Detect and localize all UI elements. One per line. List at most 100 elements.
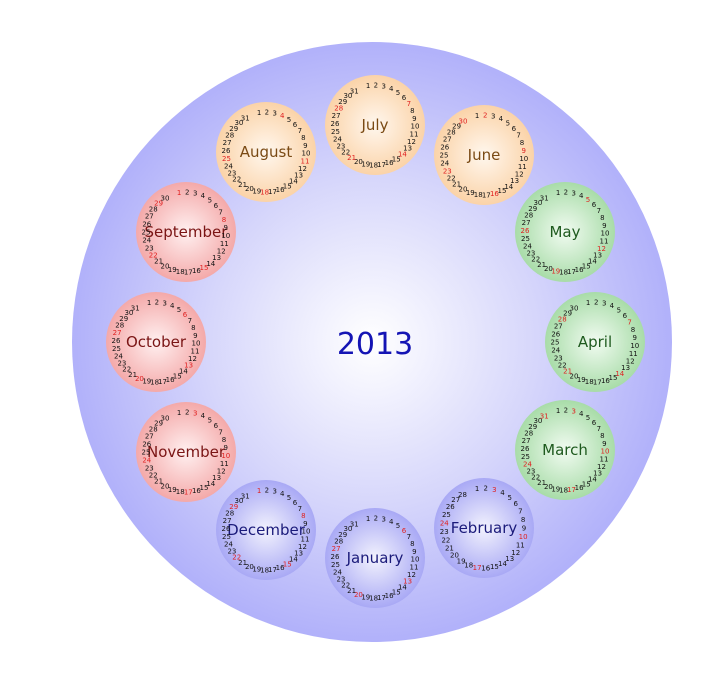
day-number: 11 <box>629 350 638 358</box>
day-number: 24 <box>440 160 449 168</box>
day-number: 29 <box>338 98 347 106</box>
day-number: 19 <box>361 593 370 601</box>
day-number: 19 <box>142 377 151 385</box>
day-number: 22 <box>531 256 540 264</box>
day-number: 22 <box>149 471 158 479</box>
day-number: 3 <box>272 488 276 496</box>
day-number: 21 <box>445 545 454 553</box>
day-number: 2 <box>265 109 269 117</box>
day-number: 30 <box>570 305 579 313</box>
day-number: 15 <box>392 588 401 596</box>
day-number: 30 <box>124 309 133 317</box>
day-number: 18 <box>260 189 269 197</box>
day-number: 9 <box>412 548 416 556</box>
day-number: 10 <box>411 123 420 131</box>
day-number: 24 <box>551 347 560 355</box>
day-number: 24 <box>333 135 342 143</box>
day-number: 3 <box>492 486 496 494</box>
day-number: 25 <box>112 345 121 353</box>
day-number: 15 <box>283 182 292 190</box>
day-number: 5 <box>208 416 212 424</box>
day-number: 23 <box>336 143 345 151</box>
day-number: 31 <box>241 114 250 122</box>
day-number: 30 <box>533 417 542 425</box>
day-number: 10 <box>192 340 201 348</box>
day-number: 25 <box>222 155 231 163</box>
day-number: 20 <box>161 263 170 271</box>
day-number: 4 <box>389 518 394 526</box>
day-number: 8 <box>222 216 226 224</box>
day-number: 15 <box>173 372 182 380</box>
day-number: 23 <box>554 354 563 362</box>
day-number: 21 <box>537 261 546 269</box>
day-number: 23 <box>526 468 535 476</box>
day-number: 8 <box>631 326 635 334</box>
day-number: 27 <box>145 213 154 221</box>
day-number: 1 <box>475 112 479 120</box>
day-number: 6 <box>513 500 518 508</box>
day-number: 10 <box>519 155 528 163</box>
day-number: 25 <box>521 235 530 243</box>
day-number: 2 <box>155 299 159 307</box>
day-number: 11 <box>301 157 310 165</box>
day-number: 19 <box>551 485 560 493</box>
day-number: 31 <box>350 87 359 95</box>
day-number: 7 <box>597 425 601 433</box>
day-number: 19 <box>168 486 177 494</box>
day-number: 20 <box>245 563 254 571</box>
day-number: 13 <box>294 550 303 558</box>
day-number: 5 <box>396 522 400 530</box>
day-number: 15 <box>392 155 401 163</box>
day-number: 12 <box>407 138 416 146</box>
day-number: 1 <box>257 487 261 495</box>
day-number: 15 <box>200 484 209 492</box>
day-number: 24 <box>114 352 123 360</box>
day-number: 23 <box>145 464 154 472</box>
day-number: 30 <box>459 118 468 126</box>
day-number: 18 <box>559 487 568 495</box>
day-number: 4 <box>579 410 584 418</box>
day-number: 27 <box>451 496 460 504</box>
day-number: 13 <box>294 172 303 180</box>
month-name: January <box>346 549 404 567</box>
day-number: 16 <box>481 565 490 573</box>
day-number: 11 <box>410 130 419 138</box>
day-number: 14 <box>398 584 407 592</box>
day-number: 3 <box>193 410 197 418</box>
day-number: 13 <box>403 578 412 586</box>
day-number: 24 <box>224 162 233 170</box>
day-number: 1 <box>177 189 181 197</box>
day-number: 15 <box>490 563 499 571</box>
day-number: 23 <box>440 528 449 536</box>
day-number: 3 <box>193 190 197 198</box>
month-name: December <box>227 521 306 539</box>
day-number: 23 <box>145 244 154 252</box>
day-number: 5 <box>586 196 590 204</box>
day-number: 2 <box>185 409 189 417</box>
day-number: 16 <box>490 190 499 198</box>
day-number: 5 <box>177 306 181 314</box>
day-number: 15 <box>283 560 292 568</box>
day-number: 20 <box>354 158 363 166</box>
day-number: 9 <box>521 147 525 155</box>
day-number: 6 <box>293 499 298 507</box>
day-number: 4 <box>579 192 584 200</box>
day-number: 12 <box>217 248 226 256</box>
day-number: 8 <box>410 540 414 548</box>
day-number: 10 <box>601 448 610 456</box>
day-number: 27 <box>332 545 341 553</box>
day-number: 15 <box>498 187 507 195</box>
day-number: 22 <box>341 582 350 590</box>
day-number: 6 <box>592 201 597 209</box>
day-number: 31 <box>131 304 140 312</box>
day-number: 12 <box>597 463 606 471</box>
day-number: 3 <box>571 190 575 198</box>
month-disc <box>216 102 316 202</box>
day-number: 17 <box>482 191 491 199</box>
day-number: 6 <box>293 121 298 129</box>
